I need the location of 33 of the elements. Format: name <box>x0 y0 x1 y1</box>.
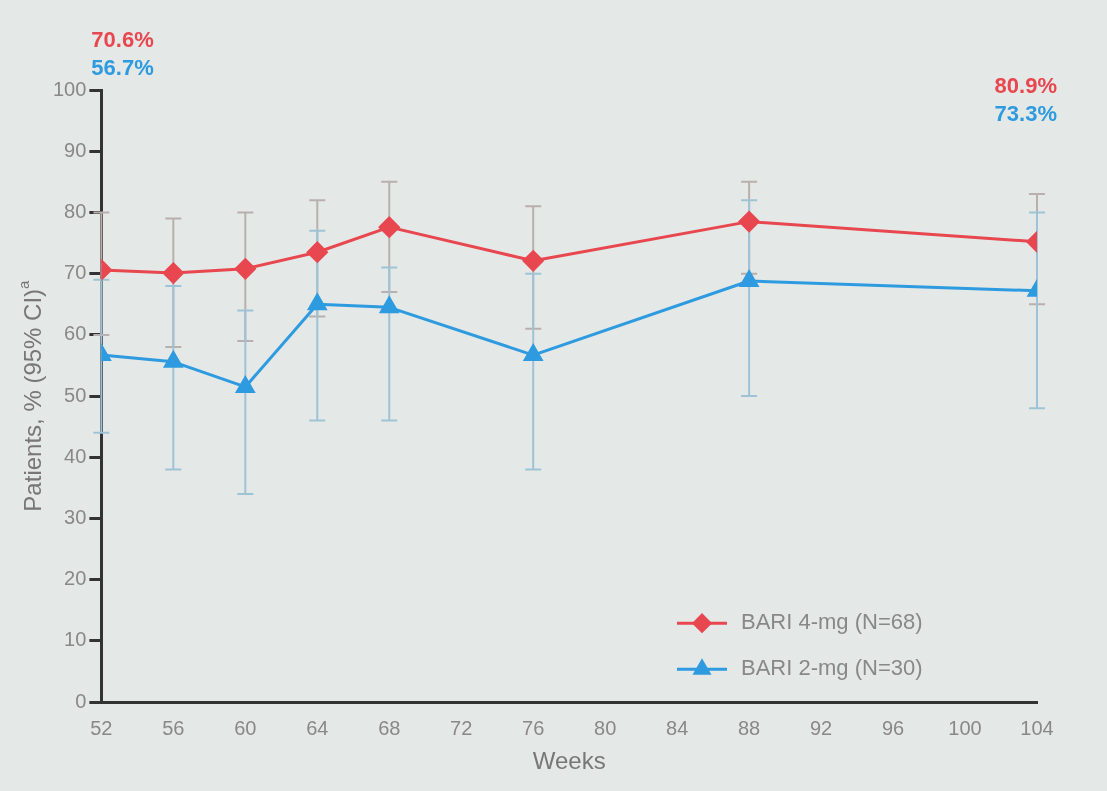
x-tick-label: 72 <box>450 716 473 739</box>
y-tick-label: 30 <box>64 506 87 529</box>
x-tick-label: 100 <box>948 716 982 739</box>
annotation: 80.9% <box>994 73 1057 99</box>
x-axis-title: Weeks <box>532 747 606 775</box>
x-tick-label: 64 <box>306 716 329 739</box>
x-tick-label: 76 <box>522 716 545 739</box>
y-axis-title: Patients, % (95% CI)a <box>15 279 46 512</box>
y-tick-label: 40 <box>64 444 87 467</box>
y-tick-label: 10 <box>64 628 87 651</box>
y-tick-label: 0 <box>75 689 87 712</box>
x-tick-label: 56 <box>162 716 185 739</box>
x-tick-label: 80 <box>594 716 617 739</box>
x-tick-label: 84 <box>666 716 689 739</box>
x-tick-label: 52 <box>90 716 113 739</box>
y-tick-label: 90 <box>64 138 87 161</box>
text: 70.6% <box>91 27 154 53</box>
y-tick-label: 50 <box>64 383 87 406</box>
legend-label: BARI 4-mg (N=68) <box>741 609 923 635</box>
x-tick-label: 88 <box>737 716 761 739</box>
legend-label: BARI 2-mg (N=30) <box>741 655 923 681</box>
y-tick-label: 20 <box>64 567 87 590</box>
x-tick-label: 92 <box>809 716 833 739</box>
y-tick-label: 80 <box>64 199 87 222</box>
annotation: 73.3% <box>994 101 1057 127</box>
text: 56.7% <box>91 55 154 81</box>
x-tick-label: 104 <box>1020 716 1054 739</box>
x-tick-label: 68 <box>378 716 401 739</box>
x-tick-label: 60 <box>234 716 257 739</box>
y-tick-label: 60 <box>64 322 87 345</box>
x-tick-label: 96 <box>881 716 905 739</box>
y-tick-label: 70 <box>64 261 87 284</box>
y-tick-label: 100 <box>52 77 87 100</box>
